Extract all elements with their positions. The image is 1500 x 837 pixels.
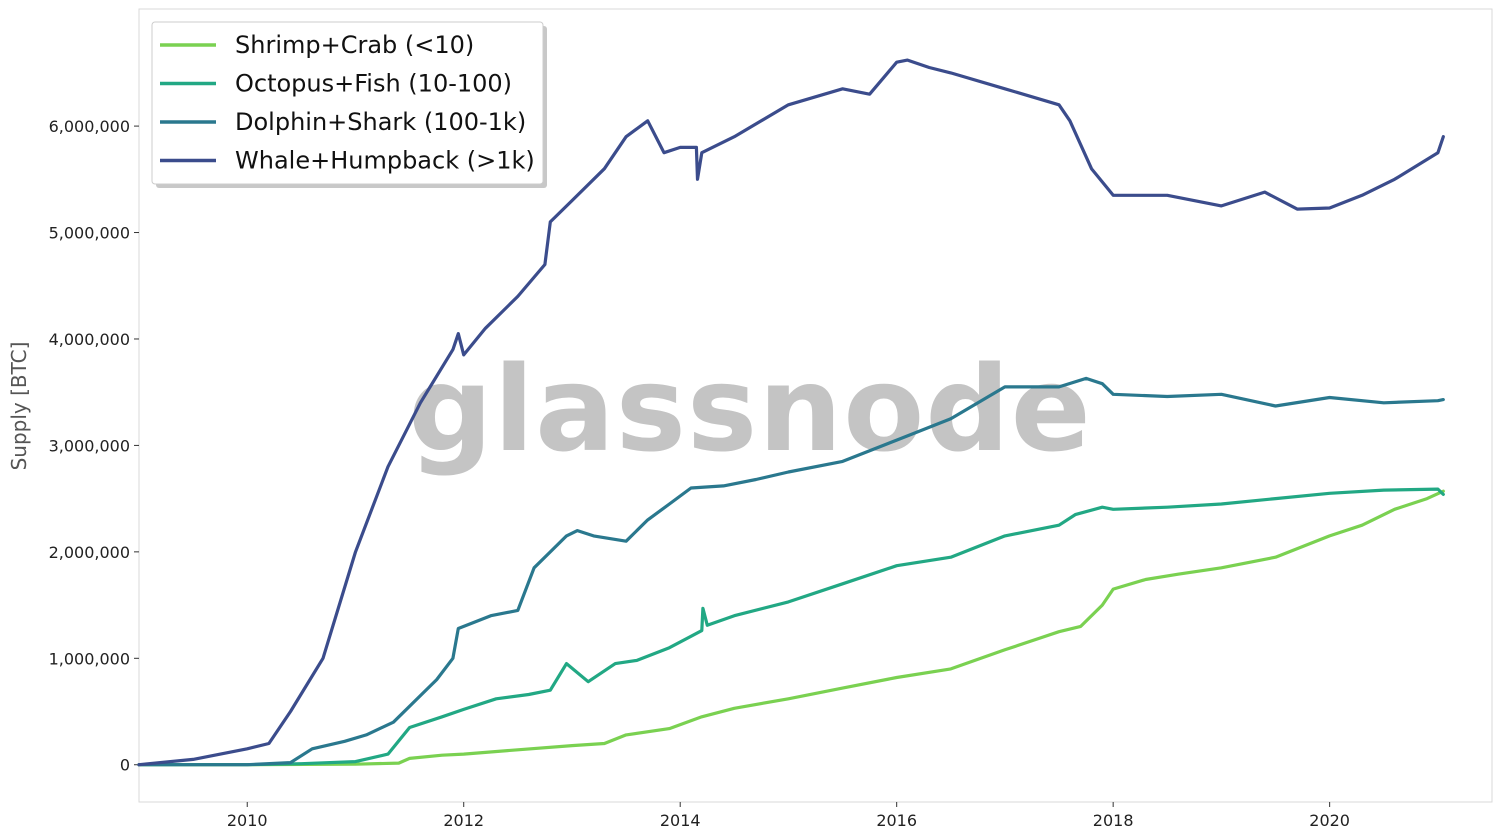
y-axis-label: Supply [BTC] (7, 342, 31, 471)
series-line-0 (137, 489, 1445, 767)
x-axis-ticks: 2010 2012 2014 2016 2018 2020 (227, 802, 1350, 830)
y-tick-label: 0 (120, 756, 130, 775)
legend-label: Dolphin+Shark (100-1k) (235, 108, 526, 136)
series-layer (137, 58, 1445, 767)
x-tick-label: 2014 (660, 811, 701, 830)
legend-box (151, 21, 544, 185)
legend-items: Shrimp+Crab (<10) Octopus+Fish (10-100) Do… (160, 31, 535, 175)
series-line-2 (137, 376, 1445, 767)
legend-label: Shrimp+Crab (<10) (235, 31, 474, 59)
y-tick-label: 4,000,000 (49, 330, 130, 349)
series-line-3 (137, 58, 1445, 767)
legend-label: Whale+Humpback (>1k) (235, 147, 535, 175)
series-line-1 (137, 487, 1445, 767)
y-tick-label: 5,000,000 (49, 224, 130, 243)
y-tick-label: 3,000,000 (49, 436, 130, 455)
x-tick-label: 2018 (1093, 811, 1134, 830)
x-tick-label: 2020 (1309, 811, 1350, 830)
x-tick-label: 2012 (443, 811, 484, 830)
y-tick-label: 2,000,000 (49, 543, 130, 562)
x-tick-label: 2016 (876, 811, 917, 830)
legend-label: Octopus+Fish (10-100) (235, 70, 512, 98)
x-tick-label: 2010 (227, 811, 268, 830)
y-axis-ticks: 0 1,000,000 2,000,000 3,000,000 4,000,000 5,0… (49, 117, 139, 775)
glassnode-watermark: glassnode (408, 340, 1092, 478)
y-tick-label: 1,000,000 (49, 649, 130, 668)
y-tick-label: 6,000,000 (49, 117, 130, 136)
legend: Shrimp+Crab (<10) Octopus+Fish (10-100) Do… (151, 21, 547, 188)
